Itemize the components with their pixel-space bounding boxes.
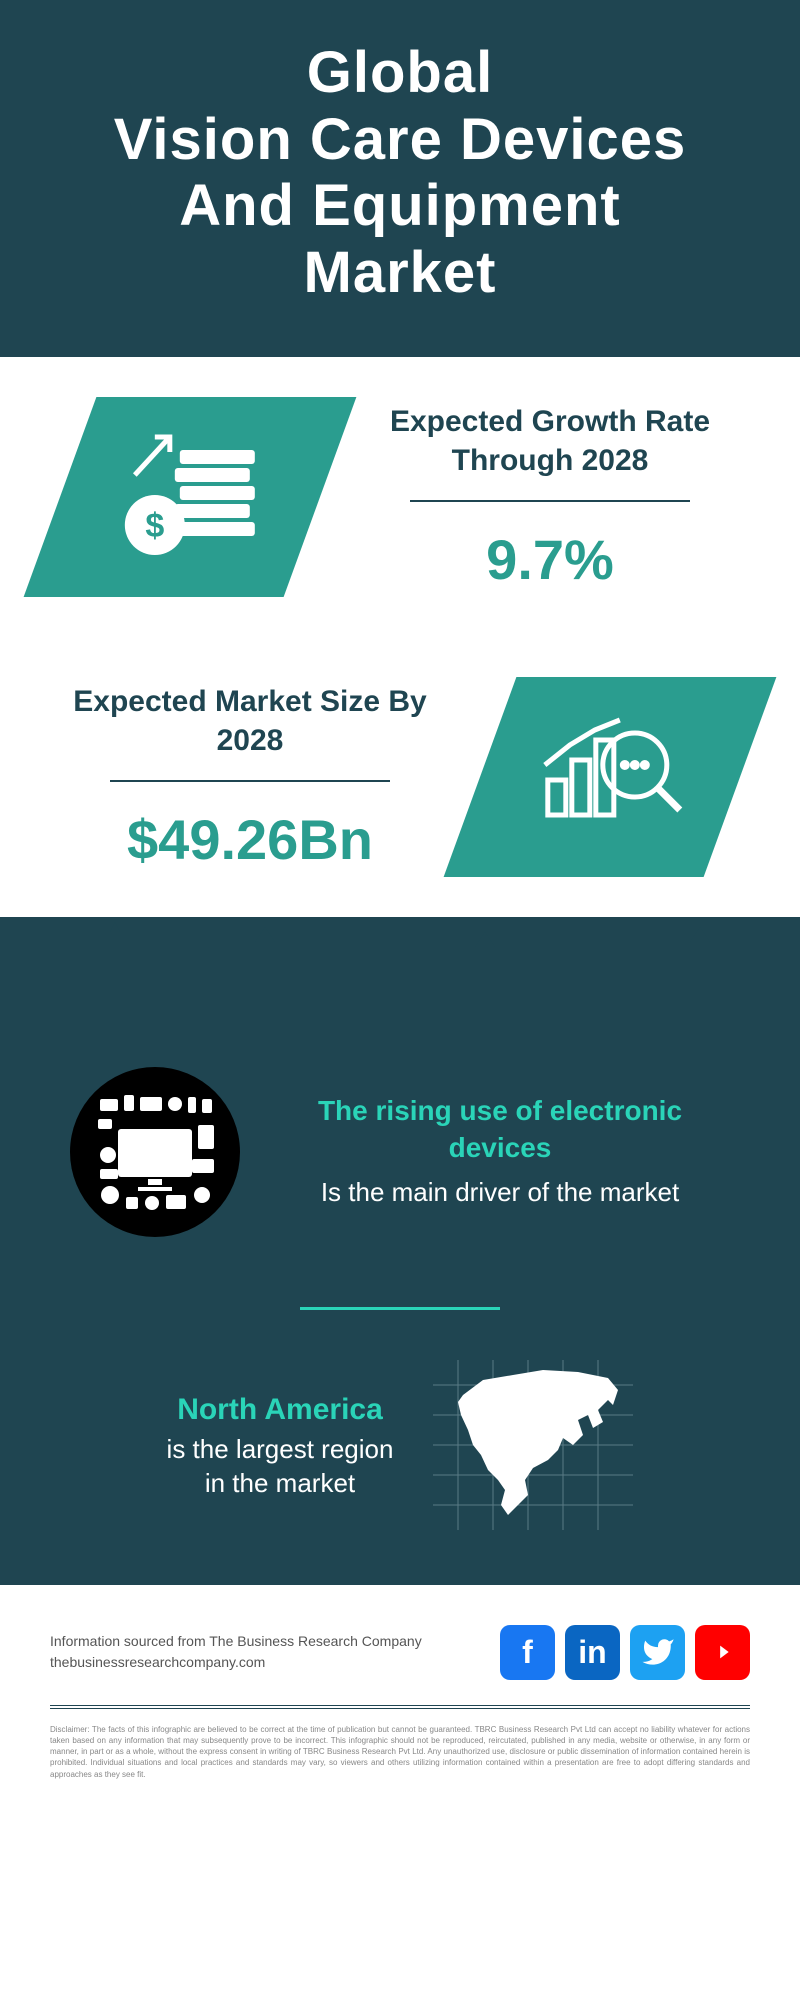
region-section: North America is the largest regionin th… xyxy=(0,1360,800,1535)
social-row: f in xyxy=(500,1625,750,1680)
devices-icon xyxy=(70,1067,240,1237)
driver-headline: The rising use of electronic devices xyxy=(270,1093,730,1166)
growth-icon-box: $ xyxy=(24,397,357,597)
growth-text: Expected Growth Rate Through 2028 9.7% xyxy=(360,402,740,592)
growth-coins-icon: $ xyxy=(115,424,265,569)
footer-row: Information sourced from The Business Re… xyxy=(50,1625,750,1705)
driver-text: The rising use of electronic devices Is … xyxy=(270,1093,730,1210)
footer-divider xyxy=(50,1705,750,1709)
chart-magnify-icon xyxy=(530,704,690,849)
region-sub: is the largest regionin the market xyxy=(167,1433,394,1501)
market-label: Expected Market Size By 2028 xyxy=(60,682,440,760)
facebook-icon[interactable]: f xyxy=(500,1625,555,1680)
market-icon-box xyxy=(444,677,777,877)
market-value: $49.26Bn xyxy=(60,807,440,872)
north-america-map-icon xyxy=(433,1360,633,1535)
growth-stat-section: $ Expected Growth Rate Through 2028 9.7% xyxy=(0,357,800,637)
market-size-section: Expected Market Size By 2028 $49.26Bn xyxy=(0,637,800,917)
region-headline: North America xyxy=(167,1393,394,1427)
stat-divider xyxy=(410,500,690,502)
source-line1: Information sourced from The Business Re… xyxy=(50,1631,422,1652)
twitter-icon[interactable] xyxy=(630,1625,685,1680)
market-text: Expected Market Size By 2028 $49.26Bn xyxy=(60,682,440,872)
stat-divider xyxy=(110,780,390,782)
growth-label: Expected Growth Rate Through 2028 xyxy=(360,402,740,480)
region-text: North America is the largest regionin th… xyxy=(167,1393,394,1501)
svg-text:$: $ xyxy=(146,506,165,544)
page-title: GlobalVision Care DevicesAnd EquipmentMa… xyxy=(30,40,770,307)
header: GlobalVision Care DevicesAnd EquipmentMa… xyxy=(0,0,800,357)
driver-section: The rising use of electronic devices Is … xyxy=(0,1037,800,1277)
teal-divider xyxy=(300,1307,500,1310)
dark-section: The rising use of electronic devices Is … xyxy=(0,917,800,1585)
source-line2: thebusinessresearchcompany.com xyxy=(50,1652,422,1673)
skyline-icon xyxy=(0,917,800,1037)
linkedin-icon[interactable]: in xyxy=(565,1625,620,1680)
disclaimer-text: Disclaimer: The facts of this infographi… xyxy=(50,1724,750,1780)
driver-sub: Is the main driver of the market xyxy=(270,1176,730,1210)
footer-source: Information sourced from The Business Re… xyxy=(50,1631,422,1673)
youtube-icon[interactable] xyxy=(695,1625,750,1680)
growth-value: 9.7% xyxy=(360,527,740,592)
footer: Information sourced from The Business Re… xyxy=(0,1585,800,1810)
